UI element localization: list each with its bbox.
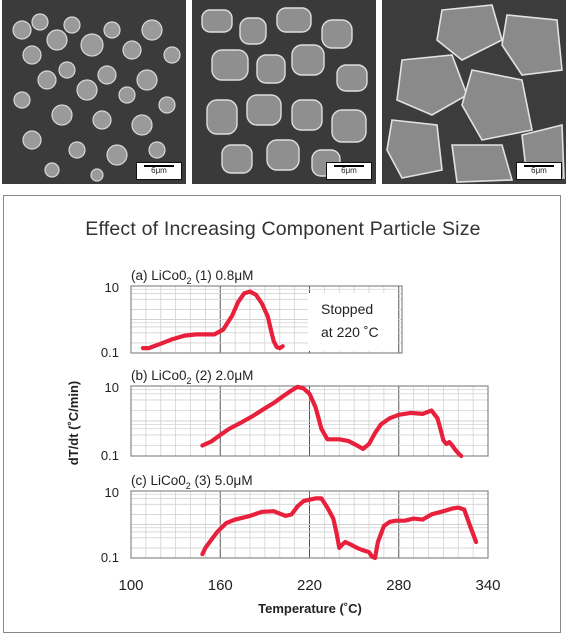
annotation-background <box>308 293 398 351</box>
series-line <box>200 384 464 459</box>
y-tick-label: 0.1 <box>101 550 119 565</box>
x-tick-label: 160 <box>208 577 233 594</box>
series-line <box>200 496 479 561</box>
plot-frame <box>130 385 489 457</box>
scale-bar: 6μm <box>136 162 182 180</box>
panel-label: (a) LiCo02 (1) 0.8μM <box>131 268 253 286</box>
y-tick-label: 0.1 <box>101 448 119 463</box>
chart-frame <box>3 195 561 633</box>
y-tick-label: 10 <box>105 485 119 500</box>
x-tick-label: 280 <box>386 577 411 594</box>
scale-bar: 6μm <box>516 162 562 180</box>
panel-label: (c) LiCo02 (3) 5.0μM <box>131 473 253 491</box>
scale-bar: 6μm <box>326 162 372 180</box>
x-tick-label: 340 <box>475 577 500 594</box>
x-tick-label: 100 <box>118 577 143 594</box>
sem-image-small-particles: 6μm <box>2 0 186 184</box>
y-tick-label: 10 <box>105 380 119 395</box>
plot-frame <box>130 285 403 354</box>
x-axis-label: Temperature (˚C) <box>258 601 362 616</box>
y-axis-label: dT/dt (˚C/min) <box>66 381 81 465</box>
panel-label: (b) LiCo02 (2) 2.0μM <box>131 368 253 386</box>
sem-image-large-particles: 6μm <box>382 0 566 184</box>
annotation-text: at 220 ˚C <box>321 324 379 340</box>
x-tick-label: 220 <box>297 577 322 594</box>
y-tick-label: 0.1 <box>101 345 119 360</box>
y-tick-label: 10 <box>105 280 119 295</box>
series-line <box>140 289 285 351</box>
plot-frame <box>130 490 489 559</box>
chart-title: Effect of Increasing Component Particle … <box>85 218 481 240</box>
sem-image-medium-particles: 6μm <box>192 0 376 184</box>
annotation-text: Stopped <box>321 301 373 317</box>
